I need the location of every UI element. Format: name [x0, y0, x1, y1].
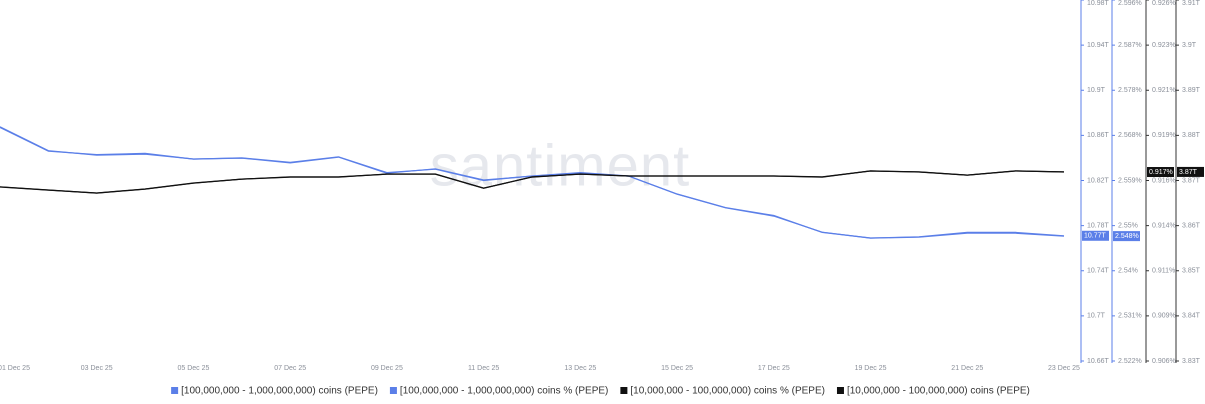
x-tick-label: 23 Dec 25	[1048, 365, 1080, 372]
end-label: 0.917%	[1149, 169, 1173, 176]
y-tick-label: 3.87T	[1182, 177, 1201, 184]
end-label-box	[1113, 231, 1140, 242]
y-tick-label: 2.578%	[1118, 87, 1142, 94]
y-tick-label: 3.9T	[1182, 42, 1197, 49]
y-tick-label: 0.926%	[1152, 0, 1176, 7]
legend-swatch	[171, 387, 179, 394]
end-label-box	[1082, 230, 1109, 241]
legend-label: [100,000,000 - 1,000,000,000) coins % (P…	[400, 386, 608, 397]
x-tick-label: 19 Dec 25	[855, 365, 887, 372]
y-tick-label: 0.919%	[1152, 132, 1176, 139]
x-tick-label: 01 Dec 25	[0, 365, 30, 372]
y-tick-label: 2.559%	[1118, 177, 1142, 184]
y-tick-label: 3.84T	[1182, 313, 1201, 320]
y-tick-label: 3.88T	[1182, 132, 1201, 139]
end-label: 3.87T	[1179, 169, 1198, 176]
y-tick-label: 10.7T	[1087, 313, 1106, 320]
end-label: 10.77T	[1084, 233, 1107, 240]
series-line	[0, 126, 1065, 239]
y-tick-label: 10.86T	[1087, 132, 1110, 139]
y-tick-label: 10.94T	[1087, 42, 1110, 49]
y-tick-label: 0.923%	[1152, 42, 1176, 49]
x-tick-label: 21 Dec 25	[951, 365, 983, 372]
y-tick-label: 3.85T	[1182, 268, 1201, 275]
y-tick-label: 10.66T	[1087, 358, 1110, 365]
y-tick-label: 3.91T	[1182, 0, 1201, 7]
legend-label: [10,000,000 - 100,000,000) coins (PEPE)	[847, 386, 1030, 397]
legend-swatch	[620, 387, 628, 394]
series-line	[0, 170, 1065, 194]
y-tick-label: 0.914%	[1152, 222, 1176, 229]
y-tick-label: 10.9T	[1087, 87, 1106, 94]
x-tick-label: 15 Dec 25	[661, 365, 693, 372]
x-tick-label: 17 Dec 25	[758, 365, 790, 372]
y-tick-label: 3.86T	[1182, 222, 1201, 229]
y-tick-label: 10.82T	[1087, 177, 1110, 184]
y-tick-label: 0.921%	[1152, 87, 1176, 94]
y-tick-label: 2.596%	[1118, 0, 1142, 7]
x-tick-label: 11 Dec 25	[468, 365, 499, 372]
x-tick-label: 09 Dec 25	[371, 365, 403, 372]
y-tick-label: 2.54%	[1118, 268, 1138, 275]
x-tick-label: 03 Dec 25	[81, 365, 113, 372]
legend: [100,000,000 - 1,000,000,000) coins (PEP…	[171, 386, 1030, 397]
y-tick-label: 3.83T	[1182, 358, 1201, 365]
x-tick-label: 07 Dec 25	[274, 365, 306, 372]
legend-swatch	[836, 387, 844, 394]
y-tick-label: 2.55%	[1118, 222, 1138, 229]
y-tick-label: 3.89T	[1182, 87, 1201, 94]
legend-label: [10,000,000 - 100,000,000) coins % (PEPE…	[630, 386, 825, 397]
legend-swatch	[389, 387, 397, 394]
y-tick-label: 10.98T	[1087, 0, 1110, 7]
y-tick-label: 0.906%	[1152, 358, 1176, 365]
end-label: 2.548%	[1115, 233, 1139, 240]
y-tick-label: 10.78T	[1087, 222, 1110, 229]
x-tick-label: 13 Dec 25	[564, 365, 596, 372]
y-tick-label: 0.916%	[1152, 177, 1176, 184]
y-tick-label: 2.587%	[1118, 42, 1142, 49]
y-tick-label: 2.522%	[1118, 358, 1142, 365]
end-label-box	[1177, 166, 1204, 177]
legend-label: [100,000,000 - 1,000,000,000) coins (PEP…	[181, 386, 378, 397]
y-tick-label: 0.911%	[1152, 268, 1175, 275]
y-tick-label: 2.531%	[1118, 313, 1142, 320]
y-tick-label: 0.909%	[1152, 313, 1176, 320]
watermark: santiment	[430, 133, 690, 198]
x-tick-label: 05 Dec 25	[177, 365, 209, 372]
y-tick-label: 2.568%	[1118, 132, 1142, 139]
end-label-box	[1147, 167, 1174, 178]
y-tick-label: 10.74T	[1087, 268, 1110, 275]
